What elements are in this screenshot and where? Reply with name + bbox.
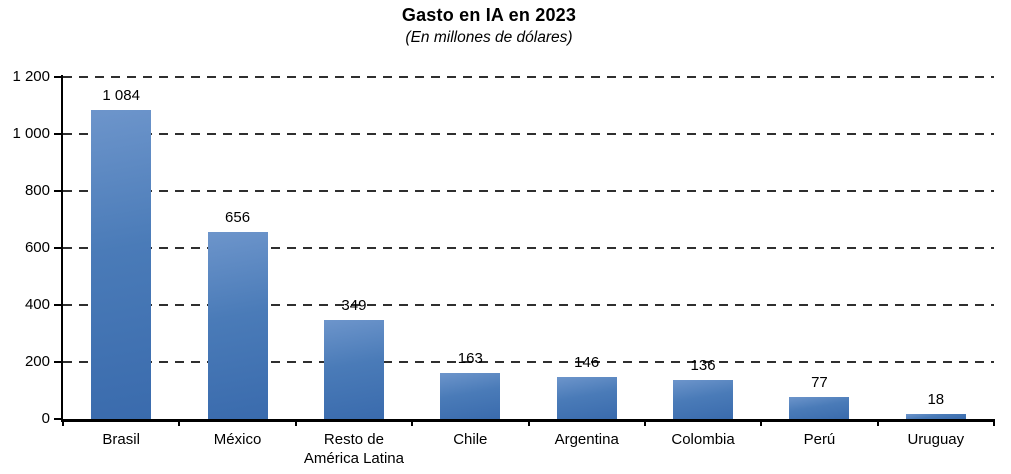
gridline [63, 247, 994, 249]
gridline [63, 190, 994, 192]
x-category-label: Colombia [671, 431, 735, 448]
x-axis-tick [643, 420, 646, 426]
gridline [63, 76, 994, 78]
gridline [63, 133, 994, 135]
x-axis-tick [411, 420, 414, 426]
x-category-label: Uruguay [907, 431, 965, 448]
y-tick-label: 400 [24, 296, 50, 313]
bar-value-label: 136 [690, 357, 716, 375]
bar [905, 413, 966, 419]
y-axis-tick [54, 361, 62, 363]
y-axis-tick [54, 76, 62, 78]
y-tick-label: 200 [24, 353, 50, 370]
bar [556, 377, 617, 419]
x-axis-tick [527, 420, 530, 426]
x-axis-tick [993, 420, 995, 426]
x-category-label: Resto de América Latina [303, 431, 404, 467]
bar-value-label: 77 [811, 374, 828, 392]
y-tick-label: 600 [24, 239, 50, 256]
y-tick-label: 1 200 [12, 68, 50, 85]
bar [789, 397, 850, 419]
bar-value-label: 146 [574, 354, 600, 372]
bar-value-label: 1 084 [102, 87, 140, 105]
x-axis-tick [876, 420, 879, 426]
bar [207, 232, 268, 419]
y-tick-label: 800 [24, 182, 50, 199]
bar [673, 380, 734, 419]
x-category-label: Perú [803, 431, 836, 448]
gridline [63, 361, 994, 363]
y-axis-tick [54, 304, 62, 306]
x-category-label: Brasil [102, 431, 140, 448]
plot-area: 1 084 656 349 163 146 136 77 18 [63, 76, 994, 419]
bar-value-label: 656 [225, 209, 251, 227]
x-category-label: Chile [453, 431, 488, 448]
y-axis-tick [54, 247, 62, 249]
x-category-label: México [213, 431, 262, 448]
chart-title: Gasto en IA en 2023 [401, 5, 577, 25]
y-axis-line [61, 75, 63, 421]
bar [323, 319, 384, 419]
gridline [63, 304, 994, 306]
bar-value-label: 349 [341, 296, 367, 314]
bar-value-label: 163 [457, 349, 483, 367]
x-axis-tick [760, 420, 763, 426]
x-category-label: Argentina [554, 431, 619, 448]
bar [440, 372, 501, 419]
y-axis-tick [54, 133, 62, 135]
x-axis-tick [178, 420, 181, 426]
chart-subtitle: (En millones de dólares) [405, 29, 573, 46]
y-tick-label: 1 000 [12, 125, 50, 142]
y-axis-tick [54, 190, 62, 192]
bar-value-label: 18 [927, 390, 945, 408]
x-axis-tick [62, 420, 64, 426]
y-axis-tick [54, 418, 62, 420]
bar [91, 110, 152, 419]
x-axis-tick [294, 420, 297, 426]
y-tick-label: 0 [41, 410, 50, 427]
